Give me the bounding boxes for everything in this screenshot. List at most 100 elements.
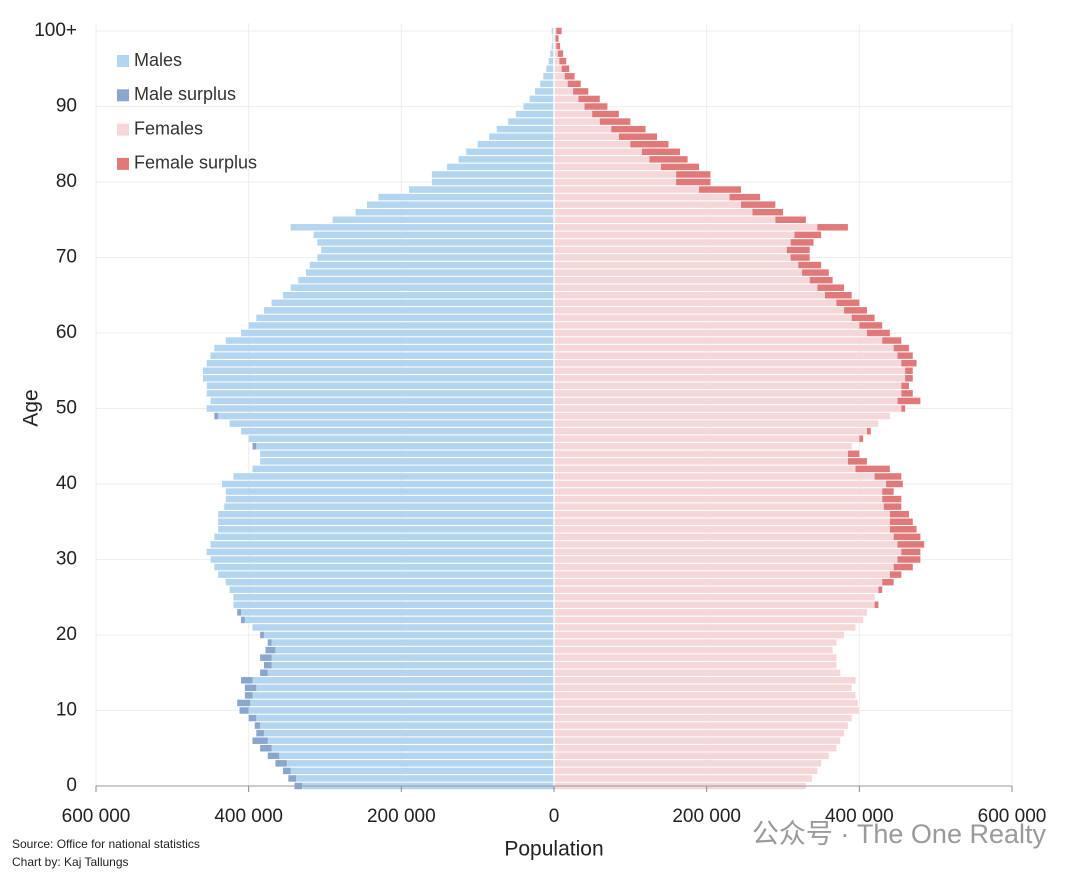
female-surplus-bar <box>556 42 561 50</box>
female-bar <box>554 382 902 390</box>
female-bar <box>554 359 902 367</box>
male-bar <box>210 397 554 405</box>
female-surplus-bar <box>901 390 913 397</box>
male-bar <box>252 677 554 684</box>
female-bar <box>554 88 574 95</box>
male-bar <box>290 767 554 775</box>
female-surplus-bar <box>559 57 567 65</box>
legend-label: Females <box>134 118 203 138</box>
male-bar <box>466 148 554 156</box>
male-bar <box>202 375 554 382</box>
male-bar <box>210 541 554 548</box>
male-bar <box>248 322 554 329</box>
female-bar <box>554 148 642 156</box>
female-bar <box>554 307 845 314</box>
female-surplus-bar <box>578 95 600 103</box>
female-surplus-bar <box>893 563 913 571</box>
male-bar <box>248 435 554 442</box>
male-bar <box>241 329 555 337</box>
male-bar <box>233 594 554 601</box>
male-bar <box>252 465 554 473</box>
male-surplus-bar <box>265 646 276 654</box>
male-surplus-bar <box>254 722 261 729</box>
female-surplus-bar <box>886 480 903 488</box>
male-bar <box>256 714 554 722</box>
male-surplus-bar <box>275 760 287 767</box>
male-bar <box>233 473 554 480</box>
female-bar <box>554 480 887 488</box>
legend-swatch <box>117 89 129 102</box>
female-bar <box>554 586 879 593</box>
x-axis-title: Population <box>504 838 603 861</box>
male-bar <box>295 775 554 782</box>
female-surplus-bar <box>855 465 890 473</box>
male-bar <box>286 760 554 767</box>
y-tick-label: 20 <box>56 624 77 645</box>
male-surplus-bar <box>241 616 245 624</box>
male-bar <box>206 405 554 412</box>
female-bar <box>554 269 803 276</box>
female-bar <box>554 684 852 692</box>
male-bar <box>221 480 554 488</box>
male-surplus-bar <box>263 661 272 669</box>
female-surplus-bar <box>883 503 902 510</box>
female-bar <box>554 541 898 548</box>
male-bar <box>218 510 554 518</box>
female-bar <box>554 276 810 284</box>
legend-label: Males <box>134 50 182 70</box>
male-bar <box>263 631 554 639</box>
male-bar <box>298 276 554 284</box>
male-bar <box>229 420 555 427</box>
male-bar <box>408 186 554 193</box>
legend-swatch <box>117 123 129 136</box>
male-bar <box>250 699 554 707</box>
female-bar <box>554 163 661 171</box>
male-bar <box>202 367 554 374</box>
male-bar <box>366 201 554 208</box>
female-surplus-bar <box>882 578 894 586</box>
male-surplus-bar <box>252 737 268 744</box>
female-bar <box>554 397 898 405</box>
male-bar <box>309 261 554 269</box>
female-bar <box>554 367 906 374</box>
female-surplus-bar <box>611 125 646 133</box>
male-bar <box>263 729 554 737</box>
female-bar <box>554 601 875 609</box>
male-bar <box>271 639 554 646</box>
female-surplus-bar <box>901 359 917 367</box>
female-bar <box>554 284 818 291</box>
male-surplus-bar <box>283 767 291 775</box>
y-tick-label: 100+ <box>34 20 77 41</box>
female-bar <box>554 760 822 767</box>
male-bar <box>210 352 554 359</box>
female-surplus-bar <box>897 397 921 405</box>
male-bar <box>225 488 554 495</box>
female-surplus-bar <box>859 322 883 329</box>
male-bar <box>218 571 554 578</box>
female-bar <box>554 208 753 216</box>
male-bar <box>290 224 554 231</box>
female-surplus-bar <box>844 307 867 314</box>
female-bar <box>554 375 906 382</box>
male-bar <box>313 231 554 239</box>
female-surplus-bar <box>836 299 860 307</box>
male-bar <box>551 42 554 50</box>
female-bar <box>554 352 898 359</box>
y-tick-label: 90 <box>56 96 77 117</box>
male-bar <box>321 246 554 254</box>
female-bar <box>554 752 829 760</box>
female-surplus-bar <box>786 246 810 254</box>
male-surplus-bar <box>237 699 251 707</box>
y-tick-label: 70 <box>56 247 77 268</box>
female-bar <box>554 50 558 57</box>
male-bar <box>260 722 554 729</box>
female-bar <box>554 35 556 42</box>
y-tick-label: 60 <box>56 322 77 343</box>
male-bar <box>218 412 554 420</box>
y-axis-title: Age <box>20 389 43 426</box>
female-bar <box>554 103 585 110</box>
male-bar <box>206 548 554 556</box>
female-surplus-bar <box>901 548 921 556</box>
female-bar <box>554 337 883 344</box>
female-bar <box>554 548 902 556</box>
